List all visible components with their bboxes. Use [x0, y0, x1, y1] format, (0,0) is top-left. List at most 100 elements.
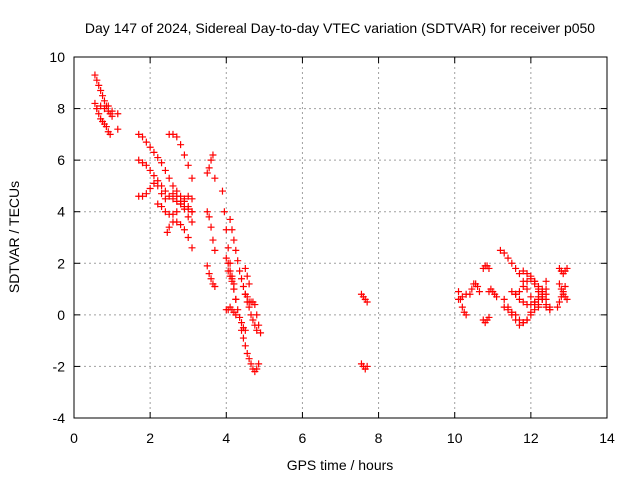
- data-point: [222, 254, 230, 262]
- data-point: [104, 102, 112, 110]
- data-point: [458, 293, 466, 301]
- data-point: [180, 226, 188, 234]
- data-point: [534, 288, 542, 296]
- data-point: [173, 218, 181, 226]
- data-point: [97, 87, 105, 95]
- data-point: [519, 319, 527, 327]
- data-point: [93, 105, 101, 113]
- data-point: [508, 311, 516, 319]
- data-point: [238, 326, 246, 334]
- grid-lines: [74, 57, 607, 418]
- data-point: [97, 102, 105, 110]
- series-arc-33: [500, 277, 550, 329]
- data-point: [226, 272, 234, 280]
- data-point: [158, 203, 166, 211]
- series-arc-7: [135, 179, 169, 203]
- data-point: [542, 277, 550, 285]
- x-tick-label: 8: [375, 430, 383, 446]
- data-point: [515, 288, 523, 296]
- data-point: [188, 244, 196, 252]
- data-point: [458, 303, 466, 311]
- data-point: [257, 329, 265, 337]
- data-point: [220, 208, 228, 216]
- data-point: [211, 246, 219, 254]
- data-point: [146, 185, 154, 193]
- data-point: [224, 267, 232, 275]
- data-point: [99, 92, 107, 100]
- data-point: [232, 246, 240, 254]
- data-point: [238, 319, 246, 327]
- data-point: [563, 295, 571, 303]
- data-point: [363, 298, 371, 306]
- data-point: [142, 190, 150, 198]
- series-arc-4: [114, 125, 122, 133]
- data-point: [173, 133, 181, 141]
- data-point: [158, 190, 166, 198]
- data-point: [228, 277, 236, 285]
- series-arc-14: [203, 262, 219, 290]
- data-point: [504, 254, 512, 262]
- data-point: [188, 174, 196, 182]
- x-tick-label: 6: [299, 430, 307, 446]
- x-axis-label: GPS time / hours: [287, 457, 394, 473]
- data-point: [207, 275, 215, 283]
- y-axis-label: SDTVAR / TECUs: [6, 181, 22, 293]
- data-point: [512, 316, 520, 324]
- data-point: [135, 156, 143, 164]
- series-arc-20: [238, 326, 263, 376]
- series-arc-24: [357, 360, 371, 373]
- data-point: [485, 313, 493, 321]
- data-point: [100, 97, 108, 105]
- data-point: [515, 295, 523, 303]
- data-point: [114, 110, 122, 118]
- data-point: [245, 355, 253, 363]
- data-point: [546, 306, 554, 314]
- data-point: [139, 192, 147, 200]
- data-point: [512, 264, 520, 272]
- data-point: [253, 311, 261, 319]
- data-point: [527, 301, 535, 309]
- data-point: [523, 285, 531, 293]
- data-point: [91, 99, 99, 107]
- series-arc-18: [222, 303, 240, 319]
- data-point: [563, 264, 571, 272]
- data-point: [559, 288, 567, 296]
- data-point: [504, 306, 512, 314]
- series-arc-23: [357, 290, 371, 306]
- data-point: [139, 159, 147, 167]
- series-arc-27: [468, 280, 483, 296]
- data-point: [496, 246, 504, 254]
- data-point: [555, 298, 563, 306]
- data-point: [253, 326, 261, 334]
- data-point: [173, 208, 181, 216]
- data-point: [211, 174, 219, 182]
- data-point: [154, 182, 162, 190]
- data-point: [207, 223, 215, 231]
- data-point: [455, 295, 463, 303]
- x-tick-label: 4: [222, 430, 230, 446]
- data-point: [523, 277, 531, 285]
- data-point: [169, 182, 177, 190]
- x-tick-label: 2: [146, 430, 154, 446]
- series-arc-12: [203, 151, 219, 182]
- data-point: [557, 293, 565, 301]
- data-point: [100, 105, 108, 113]
- data-point: [561, 282, 569, 290]
- data-point: [93, 76, 101, 84]
- data-point: [230, 285, 238, 293]
- data-point: [180, 205, 188, 213]
- series-arc-17: [224, 267, 249, 334]
- y-tick-label: 4: [57, 204, 65, 220]
- data-point: [154, 154, 162, 162]
- data-point: [249, 316, 257, 324]
- data-point: [462, 311, 470, 319]
- data-point: [95, 110, 103, 118]
- series-arc-16: [222, 254, 240, 303]
- data-point: [142, 161, 150, 169]
- y-tick-label: -2: [53, 358, 66, 374]
- data-point: [493, 293, 501, 301]
- series-arc-3: [93, 102, 122, 118]
- data-point: [555, 280, 563, 288]
- data-point: [209, 151, 217, 159]
